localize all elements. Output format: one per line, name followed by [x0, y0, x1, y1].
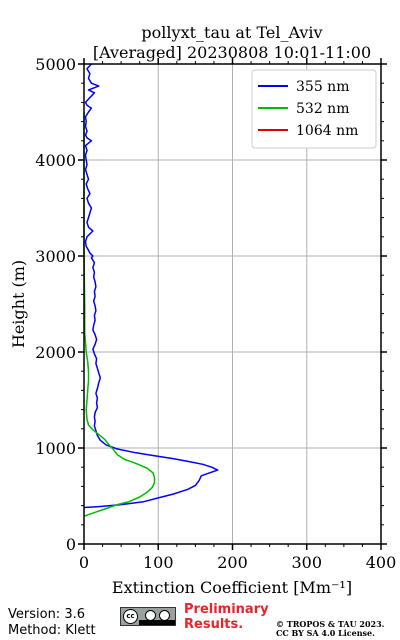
extinction-chart: pollyxt_tau at Tel_Aviv [Averaged] 20230… — [9, 23, 396, 597]
y-tick-label: 3000 — [35, 247, 76, 266]
x-tick-label: 0 — [79, 553, 89, 572]
series-lines — [83, 63, 219, 517]
version-text: Version: 3.6 — [8, 607, 85, 622]
cc-badge-strip — [139, 620, 175, 625]
legend-label: 355 nm — [296, 79, 349, 95]
x-tick-label: 100 — [143, 553, 174, 572]
cc-license-icon: cc — [120, 607, 176, 626]
series-line-355-nm — [83, 63, 219, 509]
x-axis-label: Extinction Coefficient [Mm⁻¹] — [112, 578, 352, 597]
x-tick-label: 300 — [291, 553, 322, 572]
preliminary-results-note: Preliminary Results. — [184, 602, 269, 632]
y-tick-label: 1000 — [35, 439, 76, 458]
preliminary-line-1: Preliminary — [184, 602, 269, 617]
x-tick-label: 400 — [366, 553, 397, 572]
chart-title: pollyxt_tau at Tel_Aviv — [141, 23, 322, 42]
legend-label: 532 nm — [296, 101, 349, 117]
method-text: Method: Klett — [8, 623, 96, 638]
plot-frame — [83, 63, 382, 545]
y-tick-label: 0 — [66, 535, 76, 554]
y-tick-label: 4000 — [35, 151, 76, 170]
series-line-532-nm — [83, 112, 156, 517]
cc-logo-icon: cc — [123, 609, 138, 624]
copyright-note: © TROPOS & TAU 2023. CC BY SA 4.0 Licens… — [276, 620, 384, 638]
y-tick-label: 2000 — [35, 343, 76, 362]
legend-label: 1064 nm — [296, 123, 358, 139]
chart-subtitle: [Averaged] 20230808 10:01-11:00 — [93, 43, 371, 62]
copyright-line-1: © TROPOS & TAU 2023. — [276, 619, 385, 629]
y-axis-label: Height (m) — [9, 260, 28, 348]
legend: 355 nm 532 nm 1064 nm — [251, 69, 377, 149]
x-tick-label: 200 — [217, 553, 248, 572]
preliminary-line-2: Results. — [184, 617, 244, 632]
legend-box — [251, 69, 377, 149]
footer-version-block: Version: 3.6 Method: Klett — [8, 607, 96, 639]
y-tick-label: 5000 — [35, 55, 76, 74]
copyright-line-2: CC BY SA 4.0 License. — [276, 628, 375, 638]
